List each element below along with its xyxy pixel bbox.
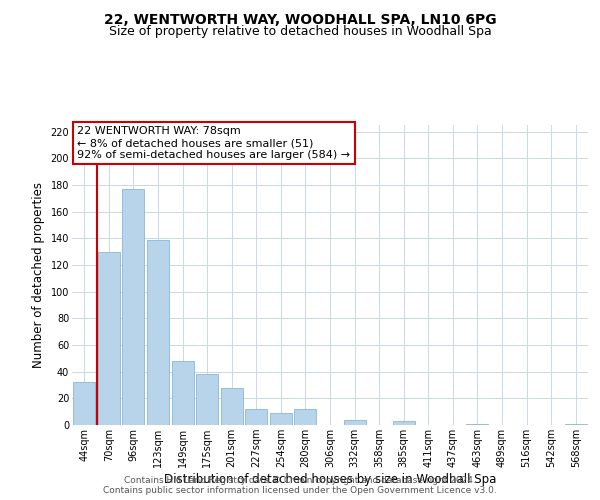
Bar [344, 420, 365, 425]
Text: 22, WENTWORTH WAY, WOODHALL SPA, LN10 6PG: 22, WENTWORTH WAY, WOODHALL SPA, LN10 6P… [104, 12, 496, 26]
Y-axis label: Number of detached properties: Number of detached properties [32, 182, 45, 368]
Text: 22 WENTWORTH WAY: 78sqm
← 8% of detached houses are smaller (51)
92% of semi-det: 22 WENTWORTH WAY: 78sqm ← 8% of detached… [77, 126, 350, 160]
Bar [196, 374, 218, 425]
Bar [98, 252, 120, 425]
X-axis label: Distribution of detached houses by size in Woodhall Spa: Distribution of detached houses by size … [164, 473, 496, 486]
Bar [73, 382, 95, 425]
Bar [245, 409, 268, 425]
Bar [122, 189, 145, 425]
Bar [147, 240, 169, 425]
Bar [172, 361, 194, 425]
Text: Size of property relative to detached houses in Woodhall Spa: Size of property relative to detached ho… [109, 25, 491, 38]
Bar [295, 409, 316, 425]
Bar [392, 421, 415, 425]
Bar [565, 424, 587, 425]
Bar [270, 413, 292, 425]
Text: Contains HM Land Registry data © Crown copyright and database right 2024.: Contains HM Land Registry data © Crown c… [124, 476, 476, 485]
Bar [221, 388, 243, 425]
Text: Contains public sector information licensed under the Open Government Licence v3: Contains public sector information licen… [103, 486, 497, 495]
Bar [466, 424, 488, 425]
